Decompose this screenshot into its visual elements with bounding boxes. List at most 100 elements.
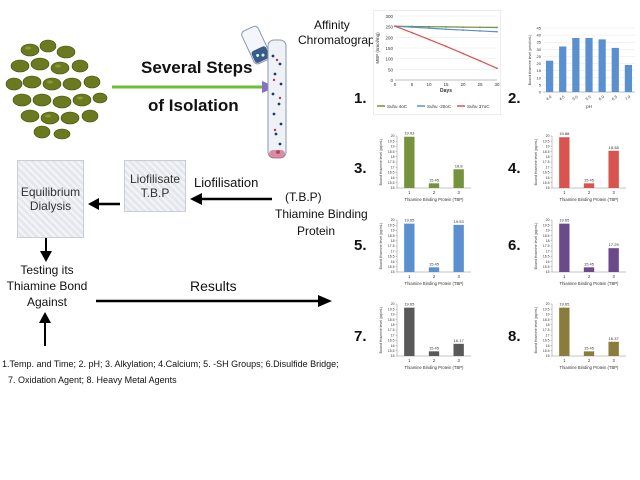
liofilisate-label-line2: T.B.P bbox=[140, 186, 170, 200]
x-tick-label: 1 bbox=[408, 358, 411, 363]
results-arrow bbox=[96, 295, 332, 307]
y-tick-label: 17 bbox=[391, 333, 395, 337]
steps-label-line1: Several Steps bbox=[141, 58, 253, 77]
chart-number-4: 4. bbox=[508, 160, 521, 177]
liofilisate-label-line1: Liofilisate bbox=[129, 172, 181, 186]
y-tick-label: 50 bbox=[388, 67, 394, 72]
data-point bbox=[479, 30, 481, 32]
data-label: 18.58 bbox=[609, 145, 620, 150]
chart-ph: 0 5 10 15 20 25 30 35 40 45 4.0 4.5 5.0 5.5 6.0 6.5 7.0 p… bbox=[528, 26, 635, 109]
data-point bbox=[428, 27, 430, 30]
data-point bbox=[479, 59, 481, 62]
y-tick-label: 20 bbox=[546, 134, 550, 138]
y-tick-label: 15 bbox=[546, 270, 550, 274]
bar bbox=[404, 307, 415, 356]
y-tick-label: 20 bbox=[391, 218, 395, 222]
chart-number-3: 3. bbox=[354, 160, 367, 177]
chart-number-6: 6. bbox=[508, 237, 521, 254]
y-tick-label: 15.5 bbox=[388, 181, 395, 185]
bar bbox=[583, 183, 595, 188]
data-label: 15.45 bbox=[584, 261, 595, 266]
y-axis-title: MBP (nmol/mg) bbox=[375, 32, 380, 64]
data-label: 16.37 bbox=[609, 336, 620, 341]
bar bbox=[453, 224, 464, 272]
y-tick-label: 19.5 bbox=[543, 139, 550, 143]
equilibrium-label-line1: Equilibrium bbox=[20, 185, 81, 199]
y-tick-label: 15.5 bbox=[388, 349, 395, 353]
x-tick-label: 1 bbox=[563, 190, 566, 195]
x-axis-title: pH bbox=[586, 104, 592, 109]
tbp-label-line1: Thiamine Binding bbox=[275, 207, 368, 221]
y-tick-label: 15 bbox=[391, 186, 395, 190]
bar bbox=[559, 46, 567, 92]
data-point bbox=[394, 25, 396, 28]
x-axis-title: Thiamine Binding Protein (TBP) bbox=[560, 197, 619, 202]
y-tick-label: 17 bbox=[546, 333, 550, 337]
y-tick-label: 15.5 bbox=[388, 265, 395, 269]
data-point bbox=[411, 31, 413, 34]
x-tick-label: 10 bbox=[426, 82, 432, 87]
x-tick-label: 5.0 bbox=[571, 94, 579, 102]
data-point bbox=[445, 25, 447, 28]
data-point bbox=[496, 26, 498, 29]
y-tick-label: 18 bbox=[546, 155, 550, 159]
affinity-label-line2: Chromatography bbox=[298, 33, 388, 47]
y-tick-label: 16.5 bbox=[543, 171, 550, 175]
x-tick-label: 20 bbox=[460, 82, 466, 87]
bar bbox=[545, 60, 554, 92]
x-tick-label: 6.0 bbox=[598, 94, 606, 102]
bar bbox=[404, 136, 415, 188]
x-tick-label: 5 bbox=[411, 82, 414, 87]
test-tube-image bbox=[241, 25, 287, 159]
affinity-label-line1: Affinity bbox=[314, 18, 350, 32]
y-tick-label: 19 bbox=[391, 313, 395, 317]
x-axis-title: Thiamine Binding Protein (TBP) bbox=[560, 281, 619, 286]
y-tick-label: 16 bbox=[391, 344, 395, 348]
data-point bbox=[462, 52, 464, 55]
y-tick-label: 18 bbox=[391, 155, 395, 159]
x-tick-label: 0 bbox=[394, 82, 397, 87]
y-tick-label: 15 bbox=[391, 270, 395, 274]
x-axis-title: Thiamine Binding Protein (TBP) bbox=[405, 197, 464, 202]
y-tick-label: 20 bbox=[546, 302, 550, 306]
data-label: 15.45 bbox=[584, 177, 595, 182]
y-axis-title: Bound thiamine level (pg/mL) bbox=[534, 307, 538, 354]
y-axis-title: Bound thiamine level (pg/mL) bbox=[379, 139, 383, 186]
equilibrium-box: Equilibrium Dialysis bbox=[17, 160, 84, 238]
y-tick-label: 16 bbox=[391, 176, 395, 180]
data-point bbox=[445, 45, 447, 48]
legend-label: Suhu 4oC bbox=[387, 104, 408, 109]
y-tick-label: 20 bbox=[537, 61, 542, 66]
x-tick-label: 3 bbox=[612, 358, 615, 363]
factors-arrow bbox=[39, 312, 51, 346]
y-tick-label: 20 bbox=[546, 218, 550, 222]
x-tick-label: 2 bbox=[433, 274, 436, 279]
y-tick-label: 15.5 bbox=[543, 181, 550, 185]
y-tick-label: 16.5 bbox=[388, 339, 395, 343]
bar bbox=[583, 267, 595, 272]
data-label: 19.65 bbox=[559, 218, 570, 223]
y-tick-label: 18.5 bbox=[388, 234, 395, 238]
tbp-abbr: (T.B.P) bbox=[285, 190, 322, 204]
y-tick-label: 0 bbox=[390, 78, 393, 83]
x-tick-label: 15 bbox=[443, 82, 449, 87]
y-tick-label: 19.5 bbox=[388, 223, 395, 227]
data-label: 19.53 bbox=[454, 219, 465, 224]
y-tick-label: 0 bbox=[539, 90, 542, 95]
y-tick-label: 17.5 bbox=[388, 328, 395, 332]
bar bbox=[608, 150, 619, 188]
y-tick-label: 15 bbox=[546, 186, 550, 190]
testing-label-line2: Thiamine Bond bbox=[6, 279, 88, 293]
x-tick-label: 2 bbox=[588, 358, 591, 363]
y-tick-label: 19.5 bbox=[543, 307, 550, 311]
legend-label: Suhu -20oC bbox=[427, 104, 452, 109]
data-label: 19.65 bbox=[404, 302, 415, 307]
equilibrium-label-line2: Dialysis bbox=[29, 199, 72, 213]
y-tick-label: 20 bbox=[391, 134, 395, 138]
y-tick-label: 5 bbox=[539, 82, 542, 87]
bar bbox=[559, 307, 570, 356]
bar bbox=[598, 39, 606, 92]
results-label: Results bbox=[190, 278, 237, 294]
y-tick-label: 150 bbox=[385, 46, 393, 51]
